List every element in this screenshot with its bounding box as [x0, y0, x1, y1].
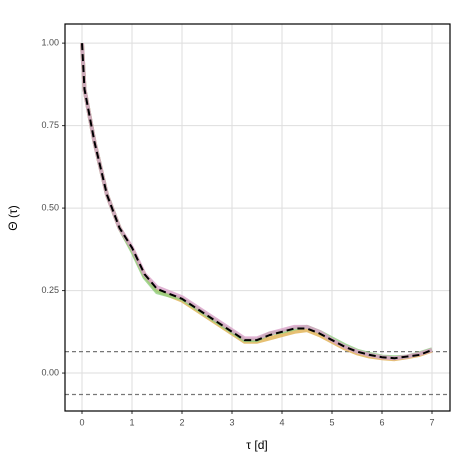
- y-tick-label: 0.00: [41, 367, 59, 377]
- x-axis-label: τ [d]: [246, 438, 267, 452]
- series-line: [80, 43, 433, 360]
- x-tick-label: 1: [129, 417, 134, 427]
- x-tick-label: 3: [229, 417, 234, 427]
- x-tick-label: 6: [379, 417, 384, 427]
- series-line: [80, 43, 433, 361]
- series-line: [80, 43, 433, 362]
- y-tick-label: 1.00: [41, 38, 59, 48]
- x-tick-label: 7: [429, 417, 434, 427]
- y-tick-label: 0.75: [41, 120, 59, 130]
- plot-frame: [64, 23, 451, 412]
- y-tick-label: 0.50: [41, 202, 59, 212]
- x-tick-label: 0: [79, 417, 84, 427]
- x-tick-label: 4: [279, 417, 284, 427]
- y-axis-label: Θ (τ): [6, 205, 20, 230]
- series-line: [81, 43, 433, 360]
- x-tick-label: 5: [329, 417, 334, 427]
- y-tick-label: 0.25: [41, 285, 59, 295]
- x-tick-label: 2: [179, 417, 184, 427]
